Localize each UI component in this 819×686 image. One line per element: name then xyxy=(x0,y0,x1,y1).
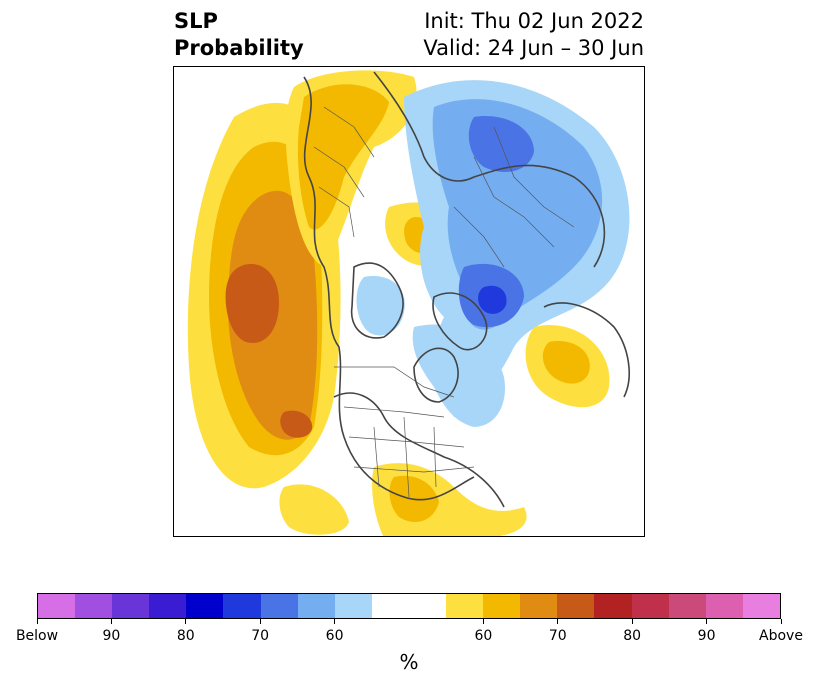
colorbar-unit: % xyxy=(399,650,419,674)
colorbar-segment xyxy=(38,594,76,618)
siberia-deep-blue xyxy=(478,285,507,314)
colorbar-tick-mark xyxy=(110,619,112,624)
colorbar-segment xyxy=(594,594,632,618)
map-title: SLP Probability xyxy=(174,8,304,62)
central-light-blue xyxy=(356,276,405,336)
colorbar-segment xyxy=(186,594,224,618)
colorbar-tick-label: 70 xyxy=(251,628,270,644)
colorbar-tick-mark xyxy=(334,619,336,624)
coastlines xyxy=(303,71,630,508)
colorbar-segment xyxy=(297,594,335,618)
colorbar-segment xyxy=(408,594,447,618)
colorbar-tick-label: Below xyxy=(15,628,59,644)
title-line-1: SLP xyxy=(174,9,218,33)
colorbar-segment xyxy=(75,594,113,618)
colorbar-segment xyxy=(371,594,409,618)
probability-map xyxy=(173,66,645,537)
atlantic-gold-region xyxy=(542,341,590,384)
colorbar-segment xyxy=(742,594,780,618)
colorbar-segment xyxy=(483,594,521,618)
colorbar-segment xyxy=(223,594,261,618)
north-gold-inner xyxy=(297,84,389,230)
colorbar-tick-label: 90 xyxy=(697,628,716,644)
europe-blue-region xyxy=(468,116,534,172)
colorbar-tick-label: 90 xyxy=(102,628,121,644)
colorbar-segment xyxy=(334,594,372,618)
colorbar-segment xyxy=(112,594,150,618)
colorbar-tick-mark xyxy=(482,619,484,624)
colorbar-segment xyxy=(149,594,187,618)
colorbar-tick-label: 80 xyxy=(176,628,195,644)
colorbar-tick-label: 70 xyxy=(548,628,567,644)
pacific-dark-orange-2 xyxy=(280,410,313,438)
colorbar-segment xyxy=(631,594,669,618)
colorbar-segment xyxy=(446,594,484,618)
colorbar-tick-mark xyxy=(631,619,633,624)
colorbar-tick-label: 60 xyxy=(325,628,344,644)
colorbar-tick-label: 60 xyxy=(474,628,493,644)
init-date: Init: Thu 02 Jun 2022 xyxy=(424,9,644,33)
pacific-dark-orange-1 xyxy=(225,263,279,343)
colorbar-segment xyxy=(520,594,558,618)
colorbar-tick-mark xyxy=(706,619,708,624)
colorbar-tick-mark xyxy=(780,619,782,624)
title-line-2: Probability xyxy=(174,36,304,60)
colorbar-segment xyxy=(260,594,298,618)
colorbar-segment xyxy=(557,594,595,618)
colorbar-tick-label: 80 xyxy=(623,628,642,644)
colorbar-tick-mark xyxy=(557,619,559,624)
borders xyxy=(313,106,575,498)
date-info: Init: Thu 02 Jun 2022 Valid: 24 Jun – 30… xyxy=(423,8,644,62)
map-canvas xyxy=(187,70,630,536)
colorbar-tick-label: Above xyxy=(759,628,803,644)
valid-range: Valid: 24 Jun – 30 Jun xyxy=(423,36,644,60)
colorbar-tick-mark xyxy=(185,619,187,624)
colorbar-segment xyxy=(705,594,743,618)
colorbar-tick-mark xyxy=(259,619,261,624)
us-west-yellow xyxy=(279,484,349,535)
colorbar-segment xyxy=(668,594,706,618)
colorbar xyxy=(37,593,781,619)
colorbar-tick-mark xyxy=(36,619,38,624)
